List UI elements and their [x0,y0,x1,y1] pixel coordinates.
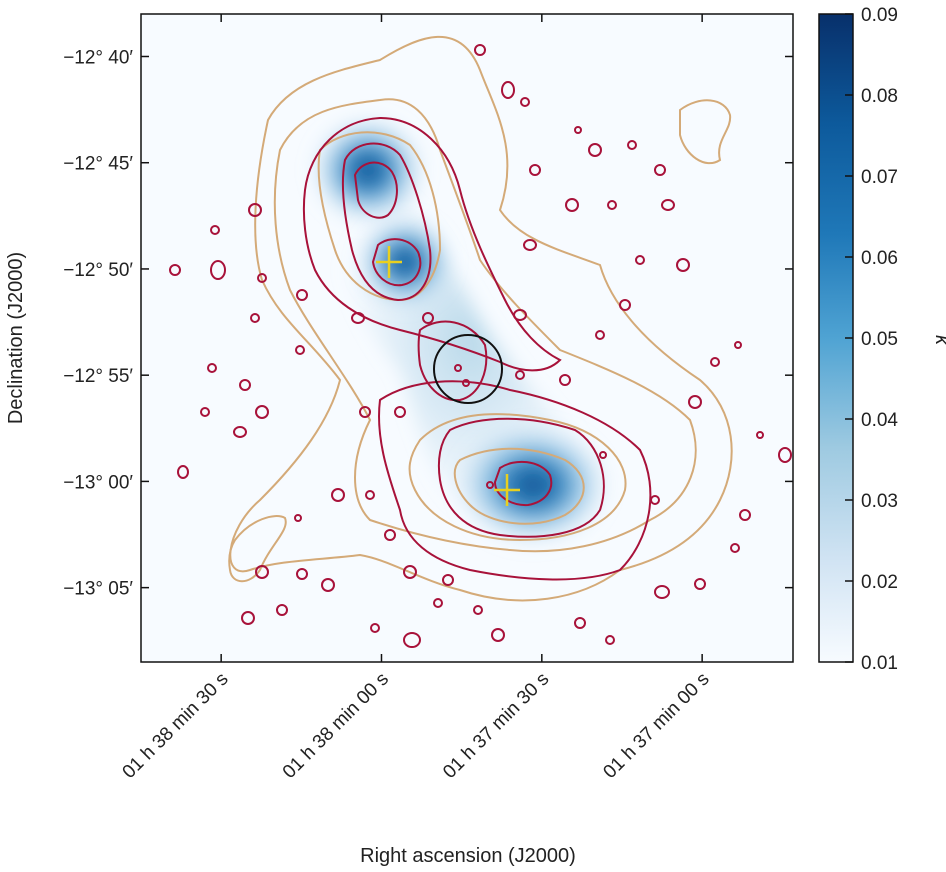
crimson-contour-north-outer [302,116,562,372]
y-tick-label: −13° 00′ [63,472,133,493]
crimson-contours [302,116,652,581]
crimson-contour-south-core [493,460,553,507]
crimson-contour-bridge [417,320,488,402]
colorbar-tick-label: 0.08 [861,86,898,107]
tan-contour-inner-north [317,131,442,302]
x-axis-title: Right ascension (J2000) [360,845,576,867]
reference-circle [433,334,503,404]
crimson-contour-south-mid [437,417,605,538]
y-tick-label: −12° 55′ [63,366,133,387]
colorbar-tick-label: 0.09 [861,5,898,26]
kappa-peak-south [455,423,611,547]
tan-contour-east [679,99,732,165]
crimson-contour-north-core [353,161,398,219]
y-tick-label: −12° 40′ [63,47,133,68]
colorbar-tick-label: 0.05 [861,329,898,350]
colorbar-label: κ [931,335,946,346]
colorbar-axis: 0.09 0.08 0.07 0.06 0.05 0.04 0.03 0.02 0.01 [845,5,898,674]
bcg-cross-north [376,246,402,278]
crimson-contour-south-outer [378,380,652,581]
plot-frame [140,13,794,663]
colorbar-tick-label: 0.07 [861,167,898,188]
y-tick-label: −13° 05′ [63,579,133,600]
y-axis-title: Declination (J2000) [5,252,27,424]
crimson-contour-north-mid [341,142,432,302]
colorbar-tick-label: 0.03 [861,491,898,512]
x-tick-label: 01 h 38 min 30 s [119,669,233,783]
x-tick-label: 01 h 37 min 30 s [439,669,553,783]
tan-contour-inner-south [408,413,627,542]
colorbar-tick-label: 0.01 [861,653,898,674]
x-tick-label: 01 h 37 min 00 s [599,669,713,783]
crimson-noise-contours [169,44,792,648]
tan-contour-sw [228,515,287,583]
colorbar-tick-label: 0.04 [861,410,898,431]
y-tick-label: −12° 50′ [63,260,133,281]
bcg-cross-south [494,474,520,506]
crimson-contour-middle-core [371,238,422,287]
colorbar-tick-label: 0.02 [861,572,898,593]
y-tick-label: −12° 45′ [63,154,133,175]
colorbar-tick-label: 0.06 [861,248,898,269]
x-tick-label: 01 h 38 min 00 s [279,669,393,783]
tan-contour-core-south [453,447,585,525]
y-axis: −12° 40′ −12° 45′ −12° 50′ −12° 55′ −13° 00′… [63,47,793,600]
